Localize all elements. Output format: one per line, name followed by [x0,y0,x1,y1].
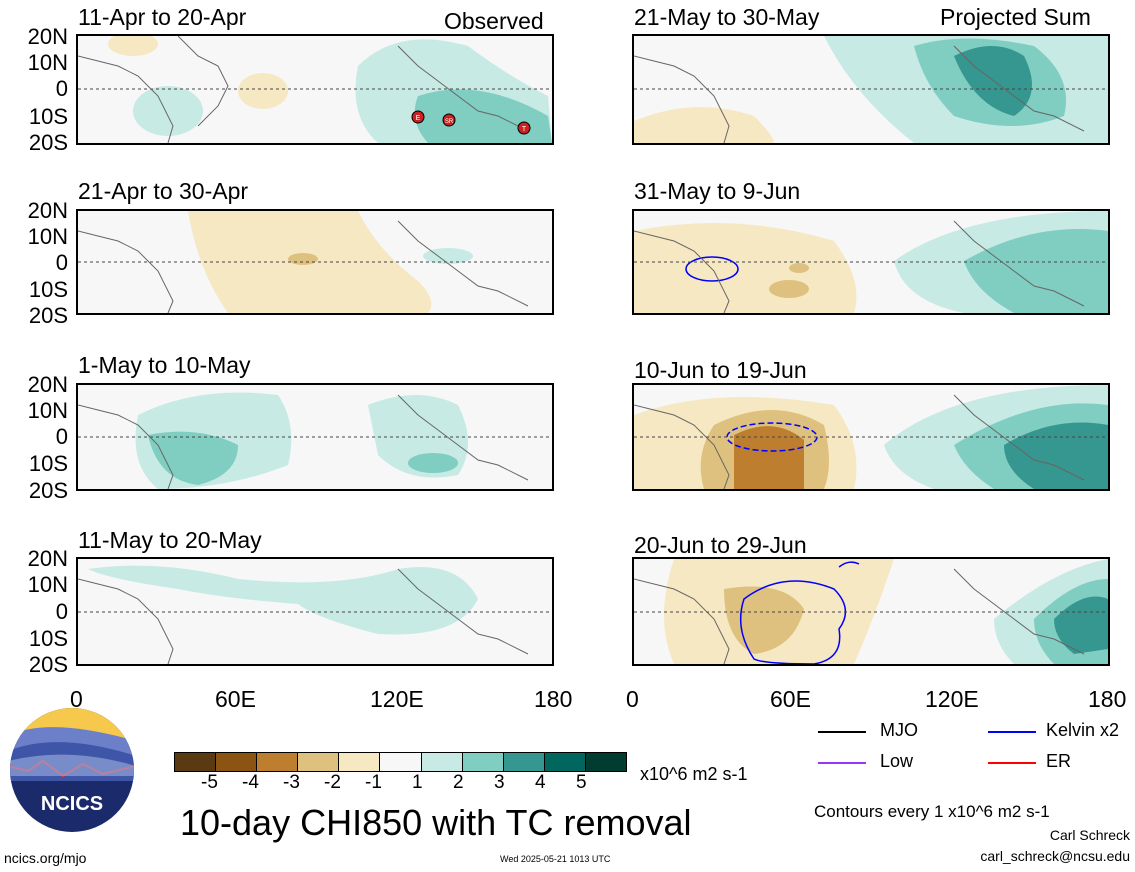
map-panel-right-3 [632,383,1110,491]
colorbar-label: -1 [365,772,382,793]
lat-label: 0 [55,424,68,449]
colorbar-cell [584,752,627,772]
lat-label: 0 [55,599,68,624]
legend-swatch-er [988,762,1036,764]
lat-label: 20S [28,478,68,503]
map-panel-left-4 [76,557,554,666]
colorbar-cell [543,752,586,772]
colorbar-label: -5 [201,772,218,793]
panel-tag-observed: Observed [444,8,544,34]
lon-label: 0 [70,686,83,712]
lat-label: 10N [27,50,68,75]
lon-label: 180 [1088,686,1127,712]
map-panel-right-1 [632,34,1110,145]
author: Carl Schreck [1049,827,1130,843]
map-panel-right-2 [632,209,1110,315]
contours-note: Contours every 1 x10^6 m2 s-1 [814,802,1050,821]
timestamp: Wed 2025-05-21 1013 UTC [500,854,611,864]
colorbar-label: -3 [283,772,300,793]
colorbar-label: 3 [494,772,505,793]
colorbar-cell [297,752,340,772]
colorbar-label: -2 [324,772,341,793]
lat-label: 20N [27,24,68,49]
map-panel-left-3 [76,383,554,491]
colorbar-cell [379,752,422,772]
lat-label: 20N [27,546,68,571]
panel-tag-projected: Projected Sum [940,4,1091,30]
map-panel-right-4 [632,557,1110,666]
lat-label: 20S [28,652,68,677]
lat-label: 20N [27,198,68,223]
colorbar-label: -4 [242,772,259,793]
legend-swatch-mjo [818,731,866,733]
panel-title: 21-May to 30-May [634,4,820,30]
lat-label: 20S [28,303,68,328]
lon-label: 0 [626,686,639,712]
tc-marker-t: T [522,126,527,133]
lat-label: 10S [28,277,68,302]
lat-label: 10N [27,224,68,249]
main-title: 10-day CHI850 with TC removal [180,802,692,843]
lat-label: 0 [55,76,68,101]
legend-swatch-low [818,762,866,764]
legend-label-er: ER [1046,751,1072,771]
panel-title: 11-Apr to 20-Apr [78,4,247,30]
colorbar-cell [256,752,299,772]
legend-swatch-kelvin [988,731,1036,733]
legend-label-mjo: MJO [880,720,918,740]
lon-label: 120E [370,686,424,712]
panel-title: 11-May to 20-May [78,527,262,553]
panel-title: 31-May to 9-Jun [634,178,801,204]
lat-label: 20S [28,130,68,155]
ncics-logo[interactable]: NCICS [8,706,136,834]
legend-label-kelvin: Kelvin x2 [1046,720,1120,740]
lat-label: 0 [55,250,68,275]
colorbar-cell [502,752,545,772]
lat-label: 10S [28,626,68,651]
lat-label: 10S [28,104,68,129]
legend-label-low: Low [880,751,914,771]
colorbar-cell [174,752,217,772]
colorbar-label: 1 [412,772,423,793]
site-link[interactable]: ncics.org/mjo [4,850,87,866]
lon-label: 60E [770,686,811,712]
colorbar-cell [338,752,381,772]
map-panel-left-2 [76,209,554,315]
lat-label: 10N [27,398,68,423]
lat-label: 10N [27,572,68,597]
panel-title: 20-Jun to 29-Jun [634,532,807,558]
colorbar-label: 5 [576,772,587,793]
lon-label: 180 [534,686,573,712]
colorbar-label: 2 [453,772,464,793]
colorbar-cell [215,752,258,772]
colorbar-units: x10^6 m2 s-1 [640,764,748,784]
panel-title: 1-May to 10-May [78,352,251,378]
panel-title: 10-Jun to 19-Jun [634,357,807,383]
lat-label: 10S [28,451,68,476]
logo-text: NCICS [41,793,103,815]
panel-title: 21-Apr to 30-Apr [78,178,249,204]
colorbar-cell [420,752,463,772]
map-panel-left-1: E SR T [76,34,554,145]
email-link[interactable]: carl_schreck@ncsu.edu [980,848,1130,864]
lat-label: 20N [27,372,68,397]
colorbar-cell [461,752,504,772]
colorbar-label: 4 [535,772,546,793]
colorbar [174,752,627,772]
tc-marker-e: E [416,115,421,122]
colorbar-labels: -5 -4 -3 -2 -1 1 2 3 4 5 [174,772,626,796]
lon-label: 120E [925,686,979,712]
lon-label: 60E [215,686,256,712]
tc-marker-sr: SR [445,119,454,125]
